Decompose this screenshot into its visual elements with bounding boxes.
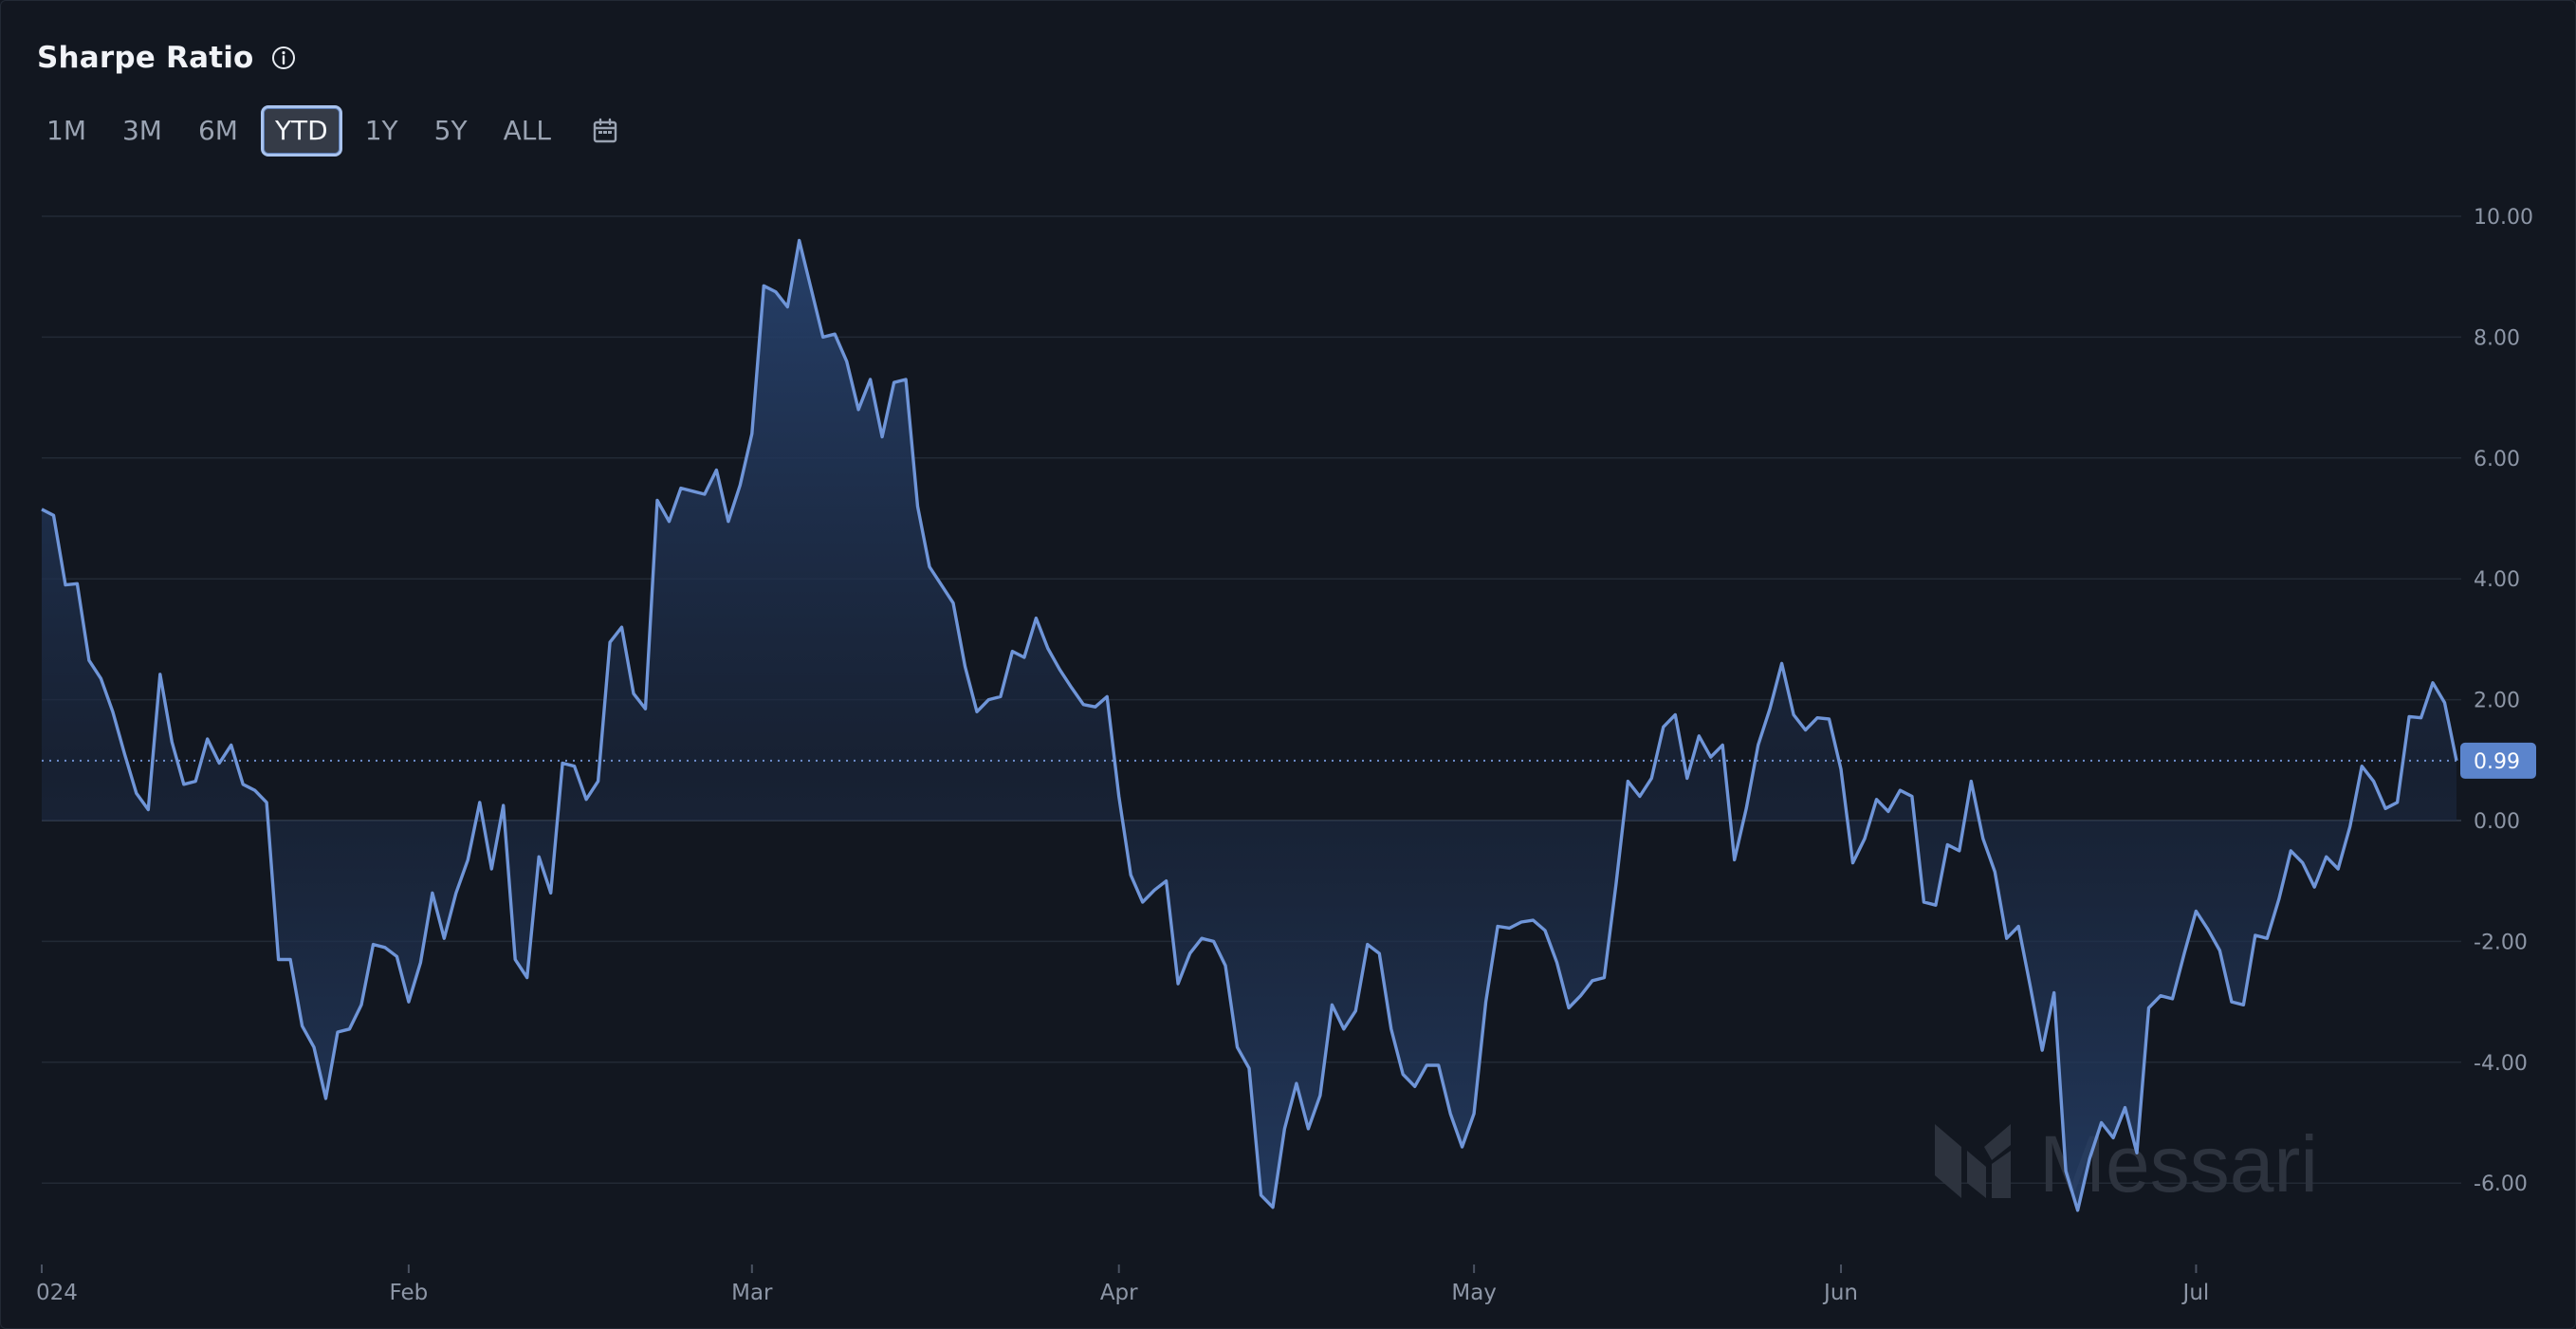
y-tick-label: 10.00: [2474, 206, 2533, 230]
range-1y-button[interactable]: 1Y: [364, 115, 398, 146]
range-3m-button[interactable]: 3M: [121, 115, 162, 146]
x-tick-label: May: [1451, 1281, 1497, 1305]
range-all-button[interactable]: ALL: [503, 115, 551, 146]
y-tick-label: 4.00: [2474, 568, 2520, 592]
current-value-marker: 0.99: [42, 742, 2536, 779]
series-line: [41, 238, 2458, 1212]
x-tick-label: Mar: [731, 1281, 773, 1305]
messari-logo-icon: [1935, 1124, 2011, 1198]
x-tick-label: Jun: [1822, 1281, 1858, 1305]
range-1m-button[interactable]: 1M: [46, 115, 86, 146]
y-tick-label: -2.00: [2474, 931, 2528, 954]
current-value-badge: [2460, 742, 2536, 779]
calendar-icon[interactable]: [591, 117, 619, 145]
y-tick-label: 2.00: [2474, 690, 2520, 713]
y-tick-label: 8.00: [2474, 326, 2520, 350]
x-tick-label: 024: [36, 1281, 78, 1305]
current-value-label: 0.99: [2474, 750, 2520, 774]
range-6m-button[interactable]: 6M: [197, 115, 238, 146]
y-tick-label: -6.00: [2474, 1172, 2528, 1196]
y-tick-label: -4.00: [2474, 1052, 2528, 1076]
chart-title: Sharpe Ratio: [37, 41, 254, 75]
x-tick-label: Apr: [1100, 1281, 1138, 1305]
x-tick-label: Jul: [2181, 1281, 2210, 1305]
range-5y-button[interactable]: 5Y: [433, 115, 468, 146]
y-axis: 10.00 8.00 6.00 4.00 2.00 0.00 -2.00 -4.00 -6.00: [2474, 206, 2533, 1196]
x-tick-label: Feb: [390, 1281, 429, 1305]
area-fill: [42, 240, 2456, 1210]
messari-watermark: Messari: [1935, 1119, 2318, 1209]
y-tick-label: 0.00: [2474, 810, 2520, 834]
time-range-selector: 1M 3M 6M YTD 1Y 5Y ALL: [33, 105, 619, 157]
y-tick-label: 6.00: [2474, 448, 2520, 471]
chart-header: Sharpe Ratio: [37, 41, 296, 75]
info-icon[interactable]: [271, 46, 296, 70]
x-axis: 024 Feb Mar Apr May Jun Jul: [36, 1264, 2209, 1305]
range-ytd-button[interactable]: YTD: [260, 105, 342, 157]
